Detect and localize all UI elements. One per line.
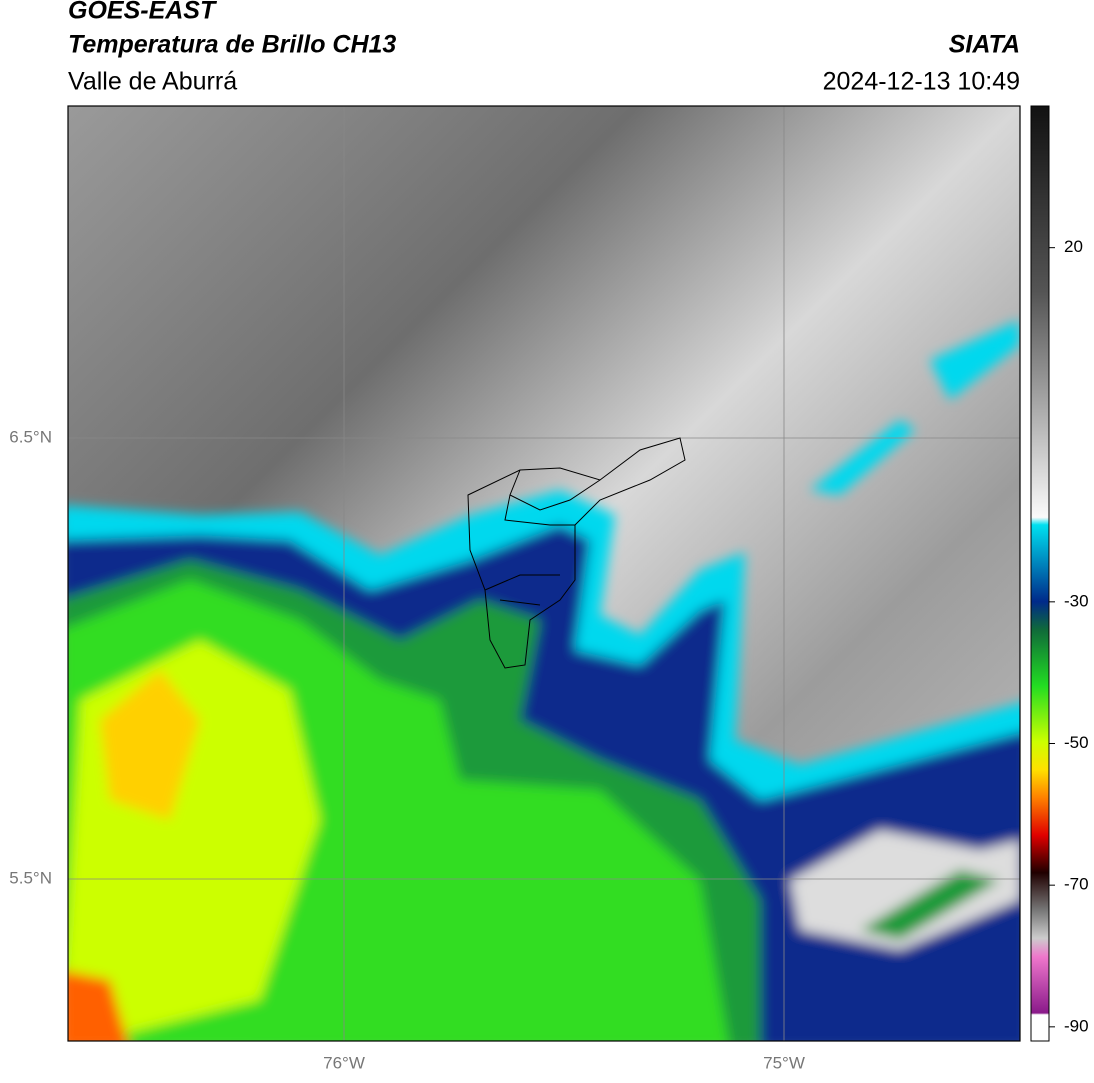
- map-frame: [67, 105, 1021, 1042]
- lat-label: 5.5°N: [9, 868, 52, 887]
- colorbar-tick-label: -50: [1064, 733, 1089, 752]
- colorbar-tick-label: -70: [1064, 875, 1089, 894]
- colorbar-ticks: 20 -30 -50 -70 -90: [1049, 237, 1089, 1035]
- colorbar-tick-label: 20: [1064, 237, 1083, 256]
- municipality-borders: [467, 437, 686, 669]
- region: Valle de Aburrá: [68, 68, 237, 96]
- subtitle: Temperatura de Brillo CH13: [68, 31, 396, 59]
- lon-label: 75°W: [763, 1053, 805, 1072]
- lon-label: 76°W: [323, 1053, 365, 1072]
- timestamp: 2024-12-13 10:49: [823, 68, 1020, 96]
- lat-label: 6.5°N: [9, 427, 52, 446]
- satellite-image: [68, 106, 1020, 1041]
- title: GOES-EAST: [68, 0, 218, 25]
- source: SIATA: [949, 31, 1020, 59]
- colorbar: [1030, 105, 1050, 1042]
- colorbar-tick-label: -30: [1064, 591, 1089, 610]
- colorbar-tick-label: -90: [1064, 1016, 1089, 1035]
- graticule: [68, 106, 1020, 1041]
